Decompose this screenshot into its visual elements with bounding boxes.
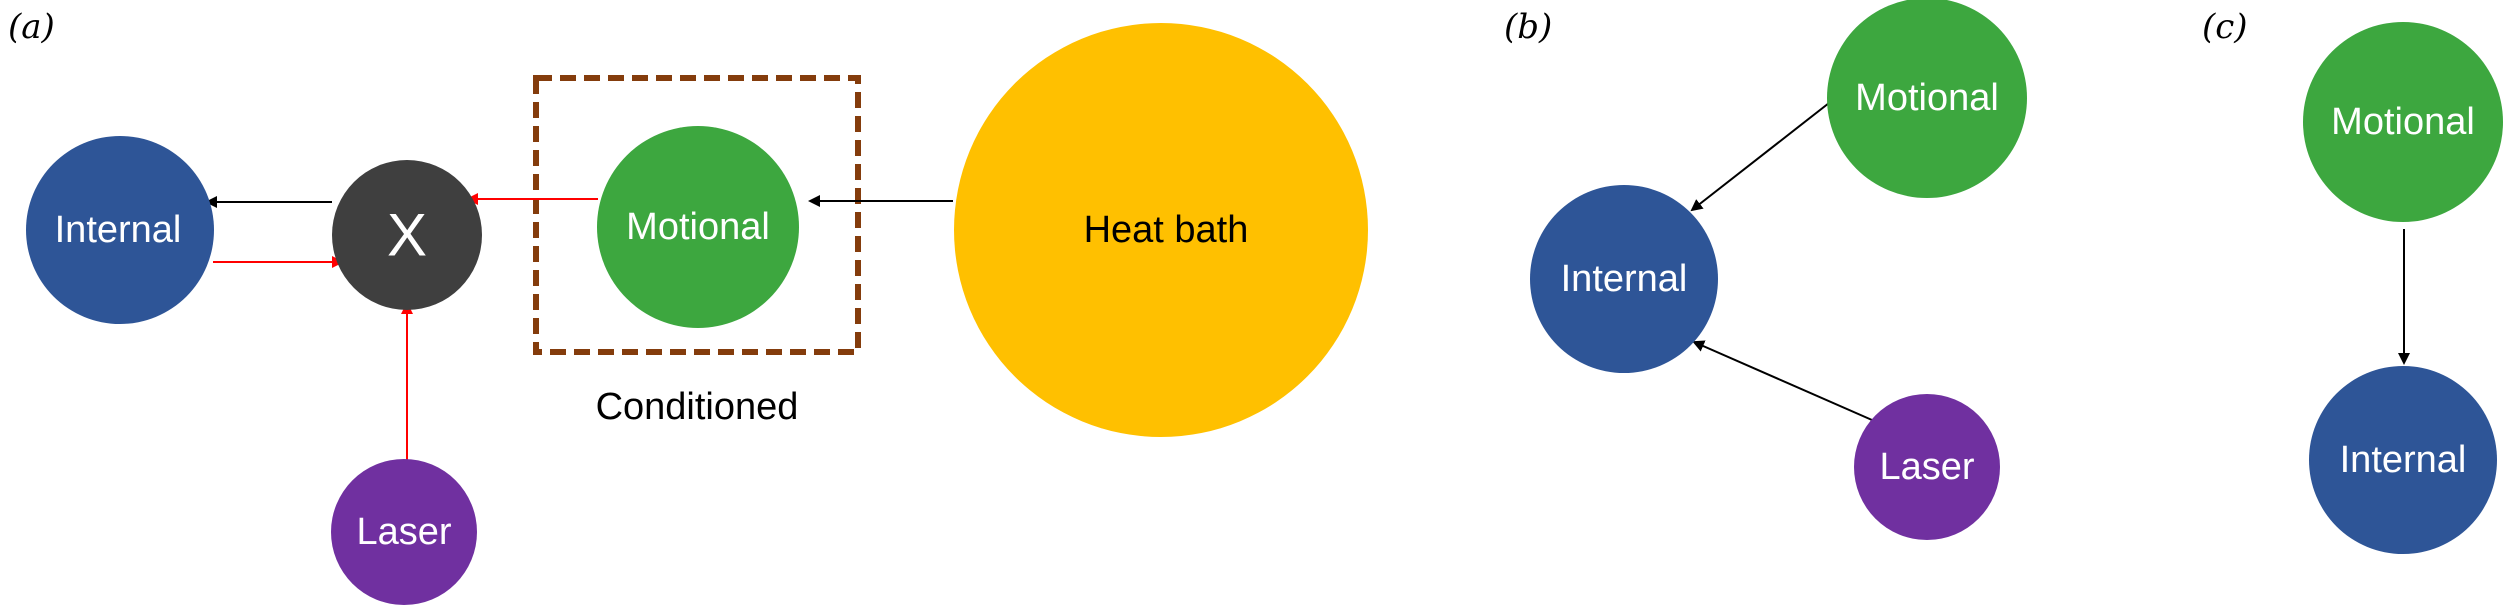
panel-c-label: (c) xyxy=(2202,7,2248,47)
x-label: X xyxy=(387,202,427,269)
internal-circle xyxy=(1530,185,1718,373)
motional-label: Motional xyxy=(1855,77,1999,119)
node-internal-c: Internal xyxy=(2309,366,2497,554)
panel-b-label: (b) xyxy=(1504,7,1552,47)
internal-label: Internal xyxy=(2340,439,2467,481)
laser-circle xyxy=(331,459,477,605)
node-internal-a: Internal xyxy=(26,136,214,324)
panel-a-label: (a) xyxy=(8,7,55,47)
motional-circle xyxy=(2303,22,2503,222)
panel-b: (b) Motional Internal Laser xyxy=(1504,0,2027,540)
conditioned-box xyxy=(533,75,861,355)
laser-label: Laser xyxy=(1879,446,1974,488)
edge-motional-to-internal-b xyxy=(1690,102,1830,212)
heat-bath-label: Heat bath xyxy=(1084,209,1249,251)
internal-circle xyxy=(26,136,214,324)
laser-label: Laser xyxy=(356,511,451,553)
panel-c: (c) Motional Internal xyxy=(2202,7,2503,554)
motional-circle xyxy=(597,126,799,328)
x-circle xyxy=(332,160,482,310)
internal-label: Internal xyxy=(55,209,182,251)
laser-circle xyxy=(1854,394,2000,540)
motional-label: Motional xyxy=(2331,101,2475,143)
panel-a: (a) Conditioned Internal X Motional Heat… xyxy=(8,7,1368,605)
motional-circle xyxy=(1827,0,2027,198)
node-internal-b: Internal xyxy=(1530,185,1718,373)
node-laser-b: Laser xyxy=(1854,394,2000,540)
node-motional-c: Motional xyxy=(2303,22,2503,222)
internal-circle xyxy=(2309,366,2497,554)
node-heat-bath: Heat bath xyxy=(954,23,1368,437)
node-x: X xyxy=(332,160,482,310)
node-motional-a: Motional xyxy=(597,126,799,328)
edge-laser-to-internal-b xyxy=(1692,340,1873,421)
node-motional-b: Motional xyxy=(1827,0,2027,198)
conditioned-caption: Conditioned xyxy=(596,386,799,428)
node-laser-a: Laser xyxy=(331,459,477,605)
heat-bath-circle xyxy=(954,23,1368,437)
internal-label: Internal xyxy=(1561,258,1688,300)
motional-label: Motional xyxy=(626,206,770,248)
